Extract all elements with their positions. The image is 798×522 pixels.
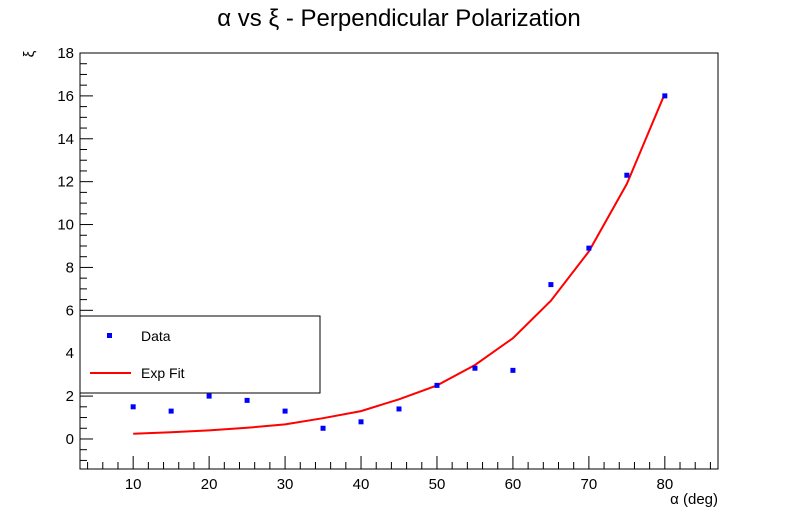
data-point	[168, 408, 174, 414]
legend: Data Exp Fit	[79, 315, 321, 394]
x-tick-label: 30	[277, 476, 294, 493]
data-point	[282, 408, 288, 414]
y-axis-title: ξ	[21, 50, 38, 57]
x-tick-label: 10	[125, 476, 142, 493]
data-point	[586, 245, 592, 251]
data-point	[320, 425, 326, 431]
data-point	[206, 393, 212, 399]
legend-box	[79, 315, 321, 394]
data-point	[434, 382, 440, 388]
y-tick-label: 10	[57, 217, 74, 234]
y-tick-label: 6	[66, 302, 74, 319]
y-tick-label: 12	[57, 174, 74, 191]
data-point	[472, 365, 478, 371]
data-point	[358, 419, 364, 425]
fit-curve	[133, 93, 666, 435]
data-point	[396, 406, 402, 412]
legend-data-label: Data	[141, 328, 171, 344]
chart-title: α vs ξ - Perpendicular Polarization	[217, 5, 580, 32]
data-point	[662, 93, 668, 99]
x-tick-label: 60	[505, 476, 522, 493]
data-point	[130, 404, 136, 410]
data-point	[510, 367, 516, 373]
y-tick-label: 16	[57, 88, 74, 105]
y-tick-label: 0	[66, 431, 74, 448]
x-tick-label: 40	[353, 476, 370, 493]
y-tick-label: 14	[57, 131, 74, 148]
x-tick-label: 80	[656, 476, 673, 493]
axes: 10 20 30 40 50 60 70 80 0 2 4 6 8 10 12 14 16 18	[57, 45, 711, 493]
y-tick-label: 2	[66, 388, 74, 405]
plot-frame	[79, 52, 719, 470]
y-tick-label: 18	[57, 45, 74, 62]
data-point	[624, 172, 630, 178]
data-point	[244, 397, 250, 403]
legend-fit-label: Exp Fit	[141, 365, 185, 381]
x-tick-label: 50	[429, 476, 446, 493]
legend-data-marker	[107, 333, 112, 338]
series-layer	[130, 93, 668, 435]
data-point	[548, 282, 554, 288]
x-tick-label: 70	[581, 476, 598, 493]
y-tick-label: 8	[66, 259, 74, 276]
x-axis-title: α (deg)	[670, 491, 718, 508]
y-tick-label: 4	[66, 345, 74, 362]
x-tick-label: 20	[201, 476, 218, 493]
